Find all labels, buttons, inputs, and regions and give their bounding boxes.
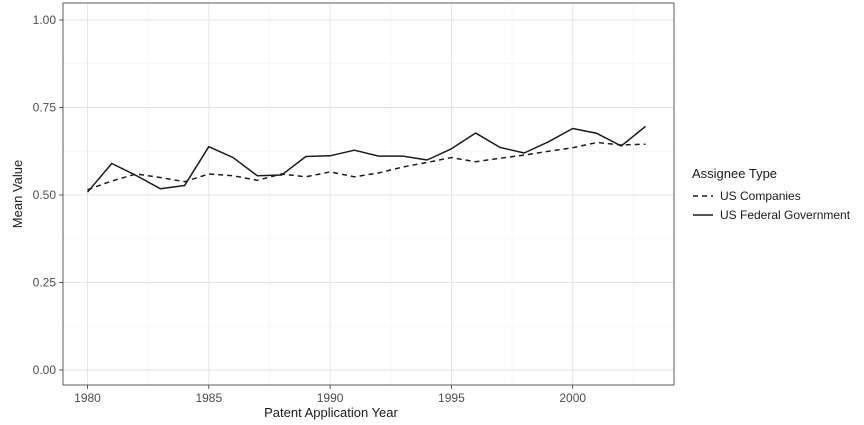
y-axis-title: Mean Value xyxy=(10,160,25,228)
x-tick-label: 1985 xyxy=(195,391,222,405)
y-tick-label: 1.00 xyxy=(33,13,57,27)
panel-border xyxy=(62,2,675,386)
x-axis-title: Patent Application Year xyxy=(264,405,398,420)
series-line-us-federal-government xyxy=(86,125,646,193)
y-tick-label: 0.25 xyxy=(33,276,57,290)
axis-ticks xyxy=(59,19,574,389)
grid-lines xyxy=(63,3,674,385)
x-tick-label: 1995 xyxy=(438,391,465,405)
tick-labels: 0.00 0.25 0.50 0.75 1.00 1980 1985 1990 1995 2000 xyxy=(33,13,587,405)
legend: Assignee Type US Companies US Federal Gov… xyxy=(692,166,851,222)
panel-background xyxy=(63,3,674,385)
y-tick-label: 0.75 xyxy=(33,101,57,115)
x-tick-label: 1990 xyxy=(317,391,344,405)
legend-title: Assignee Type xyxy=(692,166,777,181)
x-tick-label: 1980 xyxy=(74,391,101,405)
series-lines xyxy=(86,125,646,193)
legend-label-us-companies: US Companies xyxy=(720,189,801,203)
y-tick-label: 0.00 xyxy=(33,363,57,377)
legend-label-us-federal-government: US Federal Government xyxy=(720,208,851,222)
y-tick-label: 0.50 xyxy=(33,188,57,202)
x-tick-label: 2000 xyxy=(559,391,586,405)
